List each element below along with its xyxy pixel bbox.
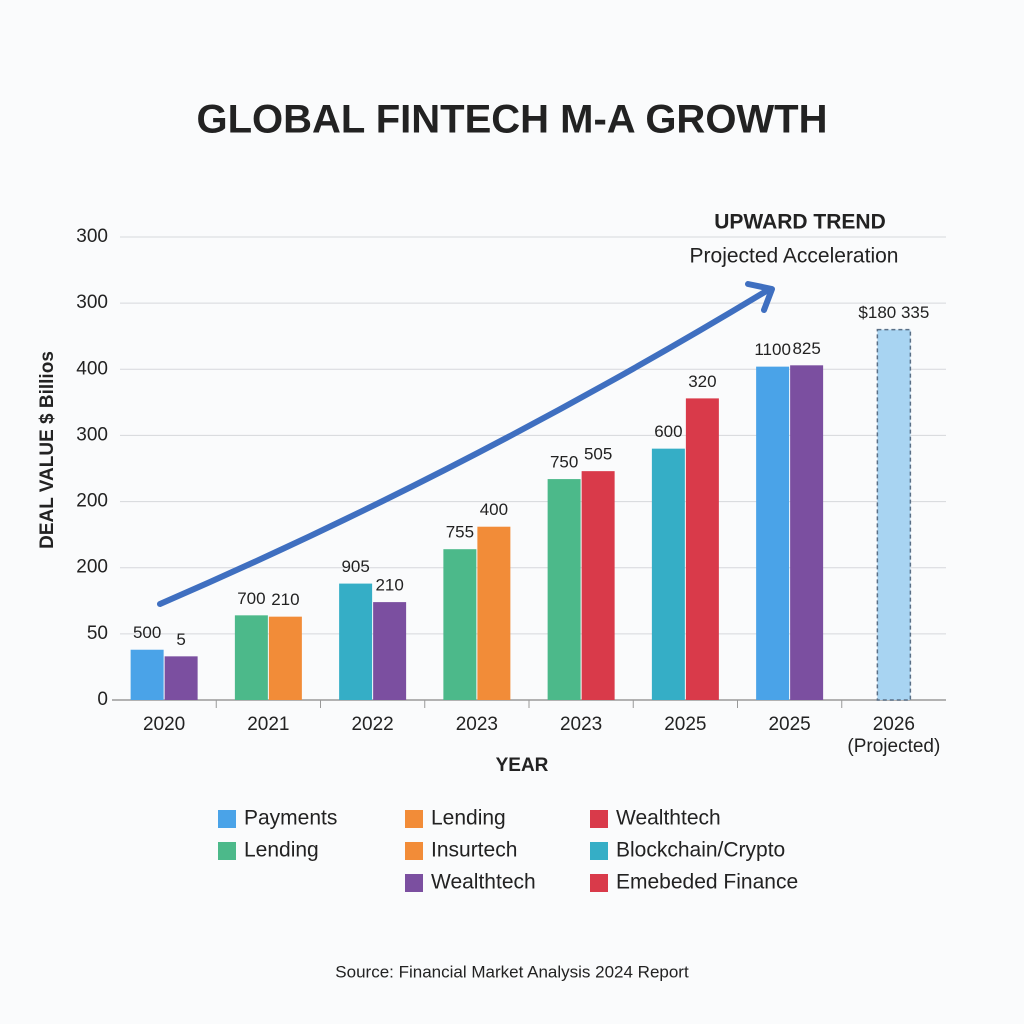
bar bbox=[651, 448, 685, 700]
data-label: 210 bbox=[271, 590, 299, 609]
y-tick-label: 200 bbox=[76, 557, 108, 578]
data-label: 750 bbox=[550, 453, 578, 472]
data-label: 700 bbox=[237, 589, 265, 608]
bar bbox=[547, 479, 581, 700]
bar bbox=[756, 366, 790, 700]
x-tick-label: 2022 bbox=[351, 714, 394, 735]
x-tick-label: 2023 bbox=[559, 714, 603, 735]
data-label: 905 bbox=[341, 557, 369, 576]
data-label: 600 bbox=[654, 422, 682, 441]
bar bbox=[339, 583, 373, 700]
bar bbox=[581, 471, 615, 700]
y-tick-label: 50 bbox=[87, 623, 108, 644]
y-tick-label: 300 bbox=[76, 226, 108, 247]
data-label: 400 bbox=[480, 500, 508, 519]
data-label: 505 bbox=[584, 445, 612, 464]
x-tick-label: 2023 bbox=[455, 714, 499, 735]
legend-label: Blockchain/Crypto bbox=[616, 839, 785, 862]
legend-swatch bbox=[405, 874, 423, 892]
legend-swatch bbox=[405, 842, 423, 860]
bar bbox=[876, 328, 912, 701]
x-tick-label: 2026 (Projected) bbox=[847, 714, 941, 757]
data-label: 320 bbox=[688, 372, 716, 391]
bar bbox=[234, 615, 268, 700]
legend-swatch bbox=[590, 810, 608, 828]
legend-label: Insurtech bbox=[431, 839, 517, 862]
bar bbox=[790, 365, 824, 700]
bar bbox=[164, 656, 198, 700]
trend-arrow bbox=[157, 287, 771, 607]
y-tick-label: 200 bbox=[76, 491, 108, 512]
bar bbox=[268, 616, 302, 700]
legend-swatch bbox=[218, 842, 236, 860]
legend-label: Payments bbox=[244, 807, 337, 830]
source: Source: Financial Market Analysis 2024 R… bbox=[335, 962, 689, 981]
data-label: 1100 bbox=[754, 340, 791, 359]
bar bbox=[477, 526, 511, 700]
chart-title: GLOBAL FINTECH M-A GROWTH bbox=[196, 98, 827, 142]
y-axis-label: DEAL VALUE $ Billios bbox=[37, 351, 58, 549]
y-tick-label: 300 bbox=[76, 424, 108, 445]
legend-swatch bbox=[590, 874, 608, 892]
x-axis-label: YEAR bbox=[496, 755, 549, 776]
bar bbox=[130, 649, 164, 700]
x-tick-label: 2025 bbox=[664, 714, 707, 735]
legend-label: Lending bbox=[244, 839, 319, 862]
bar bbox=[443, 549, 477, 700]
x-tick-label: 2021 bbox=[247, 714, 290, 735]
annotation-title: UPWARD TREND bbox=[714, 211, 886, 234]
data-label: 825 bbox=[792, 339, 820, 358]
legend-swatch bbox=[590, 842, 608, 860]
legend-label: Wealthtech bbox=[616, 807, 721, 830]
legend-label: Emebeded Finance bbox=[616, 871, 798, 894]
trend-arrowhead bbox=[745, 281, 775, 313]
y-tick-label: 0 bbox=[97, 689, 108, 710]
bar bbox=[373, 602, 407, 700]
y-tick-label: 400 bbox=[76, 358, 108, 379]
legend-label: Wealthtech bbox=[431, 871, 536, 894]
x-tick-label: 2020 bbox=[142, 714, 186, 735]
bar bbox=[685, 398, 719, 700]
data-label: 500 bbox=[133, 623, 161, 642]
legend-swatch bbox=[405, 810, 423, 828]
data-label: 5 bbox=[176, 630, 185, 649]
data-label: $180 335 bbox=[858, 303, 929, 322]
x-tick-label: 2025 bbox=[768, 714, 811, 735]
data-label: 210 bbox=[375, 576, 403, 595]
y-tick-label: 300 bbox=[76, 292, 108, 313]
legend-label: Lending bbox=[431, 807, 506, 830]
data-label: 755 bbox=[446, 523, 474, 542]
annotation-subtitle: Projected Acceleration bbox=[690, 245, 899, 268]
legend-swatch bbox=[218, 810, 236, 828]
